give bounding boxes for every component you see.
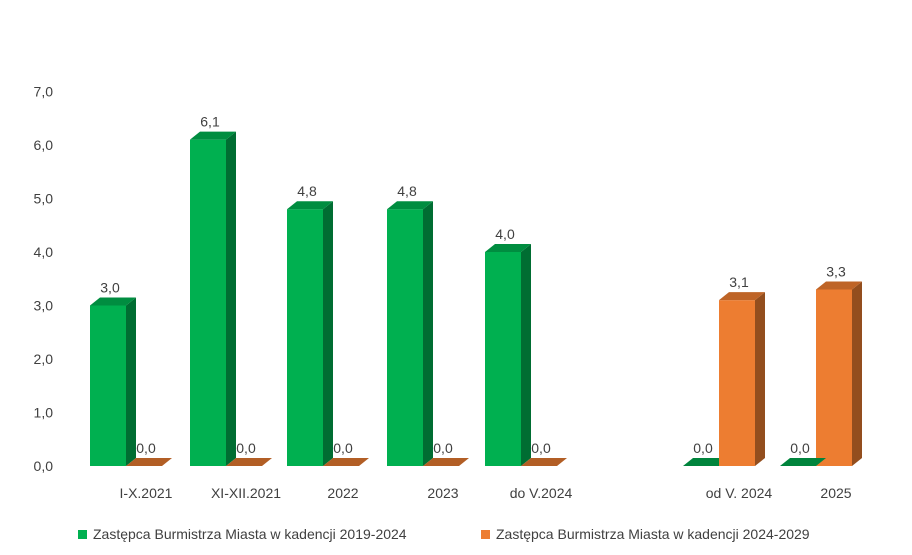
data-label: 4,8	[397, 183, 417, 199]
bar	[816, 289, 852, 466]
bar-zero	[126, 458, 172, 466]
bar-side	[755, 292, 765, 466]
legend-item-series-1: Zastępca Burmistrza Miasta w kadencji 20…	[78, 526, 407, 542]
data-label: 0,0	[236, 440, 256, 456]
data-label: 3,1	[729, 274, 749, 290]
bar	[387, 209, 423, 466]
legend-label-series-1: Zastępca Burmistrza Miasta w kadencji 20…	[93, 526, 407, 542]
bar-zero	[226, 458, 272, 466]
y-tick-label: 0,0	[34, 458, 54, 474]
y-tick-label: 1,0	[34, 405, 54, 421]
bar-side	[521, 244, 531, 466]
x-tick-label: 2023	[427, 485, 458, 501]
data-label: 0,0	[693, 440, 713, 456]
data-label: 3,0	[100, 280, 120, 296]
bar	[190, 139, 226, 466]
data-label: 0,0	[790, 440, 810, 456]
x-tick-label: I-X.2021	[120, 485, 173, 501]
x-axis: I-X.2021 XI-XII.2021 2022 2023 do V.2024 od V…	[120, 485, 852, 501]
bar-side	[423, 201, 433, 466]
legend-label-series-2: Zastępca Burmistrza Miasta w kadencji 20…	[496, 526, 810, 542]
legend-swatch-series-1	[78, 529, 87, 539]
y-tick-label: 2,0	[34, 351, 54, 367]
bar-side	[852, 281, 862, 466]
bar-top	[90, 297, 136, 306]
data-label: 0,0	[433, 440, 453, 456]
data-label: 0,0	[333, 440, 353, 456]
bar-side	[323, 201, 333, 466]
x-tick-label: XI-XII.2021	[211, 485, 281, 501]
bar	[719, 300, 755, 466]
value-labels: 3,0 0,0 6,1 0,0 4,8 0,0 4,8 0,0 4,0 0,0 0,0 3,1 3,3 0…	[100, 114, 846, 456]
bar-side	[126, 297, 136, 466]
y-tick-label: 7,0	[34, 84, 54, 100]
bar	[90, 305, 126, 466]
bar	[287, 209, 323, 466]
bar-zero	[323, 458, 369, 466]
data-label: 0,0	[136, 440, 156, 456]
bars	[90, 131, 862, 466]
x-tick-label: do V.2024	[510, 485, 573, 501]
bar-chart: 0,0 1,0 2,0 3,0 4,0 5,0 6,0 7,0 I-X.2021 XI-XII.…	[34, 84, 862, 501]
bar-zero	[423, 458, 469, 466]
y-tick-label: 3,0	[34, 298, 54, 314]
data-label: 3,3	[826, 263, 846, 279]
bar-top	[816, 281, 862, 290]
y-tick-label: 5,0	[34, 191, 54, 207]
x-tick-label: 2025	[820, 485, 851, 501]
y-tick-label: 6,0	[34, 137, 54, 153]
y-axis: 0,0 1,0 2,0 3,0 4,0 5,0 6,0 7,0	[34, 84, 54, 475]
bar-top	[387, 201, 433, 210]
y-tick-label: 4,0	[34, 244, 54, 260]
x-tick-label: 2022	[327, 485, 358, 501]
bar-zero	[521, 458, 567, 466]
data-label: 4,0	[495, 226, 515, 242]
legend-swatch-series-2	[481, 529, 490, 539]
bar-top	[485, 244, 531, 252]
data-label: 0,0	[531, 440, 551, 456]
x-tick-label: od V. 2024	[706, 485, 773, 501]
bar-top	[719, 292, 765, 301]
data-label: 6,1	[200, 114, 220, 130]
bar-top	[190, 131, 236, 140]
bar-zero	[780, 458, 826, 466]
data-label: 4,8	[297, 183, 317, 199]
bar-zero	[683, 458, 729, 466]
legend-item-series-2: Zastępca Burmistrza Miasta w kadencji 20…	[481, 526, 810, 542]
legend: Zastępca Burmistrza Miasta w kadencji 20…	[0, 526, 912, 546]
bar-top	[287, 201, 333, 210]
bar-side	[226, 131, 236, 466]
bar	[485, 252, 521, 466]
